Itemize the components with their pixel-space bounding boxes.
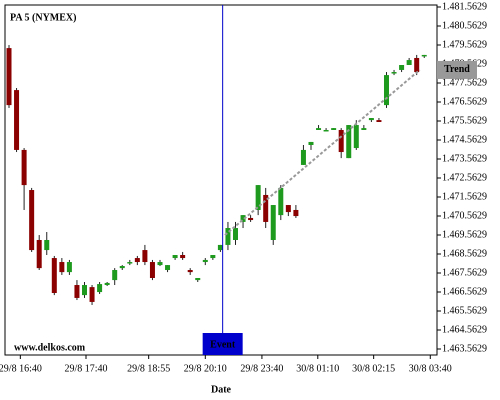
candle-body	[21, 149, 27, 186]
event-label: Event	[210, 339, 236, 350]
chart-title: PA 5 (NYMEX)	[10, 12, 76, 23]
candle-body	[66, 262, 72, 273]
candle-body	[217, 244, 223, 251]
candle-body	[278, 187, 284, 216]
candle-body	[89, 287, 95, 302]
candle-body	[308, 141, 314, 145]
candle-body	[119, 266, 125, 269]
plot-area	[4, 4, 438, 356]
candle-body	[97, 284, 103, 293]
candle-body	[104, 282, 110, 286]
candle-body	[29, 190, 35, 251]
candle-body	[421, 54, 427, 57]
x-tick-label: 30/8 02:15	[352, 363, 395, 374]
candle-body	[180, 255, 186, 259]
candle-body	[44, 239, 50, 251]
y-tick-label: 1.472.5629	[442, 172, 487, 183]
y-tick-label: 1.468.5629	[442, 248, 487, 259]
candle-body	[195, 277, 201, 281]
candle-body	[399, 65, 405, 70]
candle-body	[134, 258, 140, 263]
candle-body	[285, 205, 291, 213]
candle-body	[240, 215, 246, 222]
candle-body	[414, 57, 420, 73]
y-tick-label: 1.477.5629	[442, 77, 487, 88]
x-tick-label: 30/8 01:10	[296, 363, 339, 374]
candle-body	[187, 270, 193, 273]
y-tick-label: 1.481.5629	[442, 1, 487, 12]
candle-body	[142, 250, 148, 263]
trend-line	[224, 69, 421, 236]
candle-body	[323, 129, 329, 132]
y-tick-label: 1.466.5629	[442, 286, 487, 297]
y-tick-label: 1.474.5629	[442, 134, 487, 145]
x-tick-label: 29/8 23:40	[240, 363, 283, 374]
candle-body	[172, 255, 178, 259]
candle-body	[406, 60, 412, 66]
candle-body	[127, 262, 133, 264]
y-tick-label: 1.480.5629	[442, 20, 487, 31]
candle-body	[59, 262, 65, 273]
y-tick-label: 1.467.5629	[442, 267, 487, 278]
watermark: www.delkos.com	[14, 342, 86, 353]
candle-body	[112, 270, 118, 281]
candle-body	[149, 262, 155, 278]
candle-body	[300, 149, 306, 165]
trend-label: Trend	[444, 64, 470, 75]
candle-body	[353, 125, 359, 149]
x-tick-label: 29/8 17:40	[64, 363, 107, 374]
x-tick-label: 29/8 18:55	[127, 363, 170, 374]
candle-body	[74, 285, 80, 298]
y-tick-label: 1.470.5629	[442, 210, 487, 221]
candle-body	[51, 258, 57, 294]
candle-body	[210, 255, 216, 259]
candle-body	[263, 194, 269, 222]
candle-body	[331, 128, 337, 130]
candle-body	[316, 128, 322, 130]
y-tick-label: 1.471.5629	[442, 191, 487, 202]
candle-body	[202, 259, 208, 263]
y-tick-label: 1.469.5629	[442, 229, 487, 240]
candle-body	[6, 48, 12, 106]
candle-body	[255, 185, 261, 210]
candle-body	[157, 262, 163, 266]
candle-body	[81, 285, 87, 296]
candle-body	[225, 228, 231, 245]
y-tick-label: 1.479.5629	[442, 39, 487, 50]
candle-body	[338, 129, 344, 153]
x-axis-label: Date	[211, 384, 232, 395]
y-tick-label: 1.465.5629	[442, 305, 487, 316]
y-tick-label: 1.464.5629	[442, 324, 487, 335]
candle-body	[391, 72, 397, 74]
event-label-box	[202, 333, 243, 355]
candle-body	[368, 118, 374, 121]
candle-body	[232, 228, 238, 240]
candle-body	[36, 239, 42, 269]
candle-body	[346, 125, 352, 159]
candle-body	[376, 120, 382, 123]
candle-body	[14, 90, 20, 150]
x-tick-label: 29/8 20:10	[184, 363, 227, 374]
x-tick-label: 29/8 16:40	[0, 363, 42, 374]
y-tick-label: 1.463.5629	[442, 343, 487, 354]
y-tick-label: 1.475.5629	[442, 115, 487, 126]
y-tick-label: 1.473.5629	[442, 153, 487, 164]
candle-body	[270, 205, 276, 240]
trend-label-box	[437, 60, 477, 79]
candle-body	[361, 128, 367, 130]
candle-body	[165, 265, 171, 271]
y-tick-label: 1.476.5629	[442, 96, 487, 107]
candle-body	[248, 217, 254, 221]
candle-body	[293, 209, 299, 217]
candle-body	[383, 75, 389, 106]
x-tick-label: 30/8 03:40	[409, 363, 452, 374]
